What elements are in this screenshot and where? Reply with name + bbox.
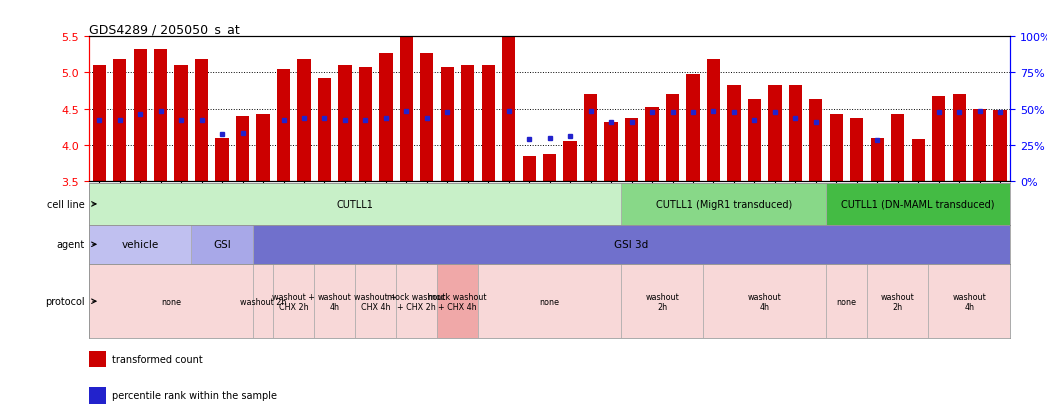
Text: agent: agent bbox=[57, 240, 85, 250]
Bar bbox=[297, 60, 311, 182]
Text: GSI: GSI bbox=[214, 240, 231, 250]
Bar bbox=[318, 78, 331, 182]
Bar bbox=[257, 114, 270, 182]
Bar bbox=[89, 225, 192, 264]
Bar bbox=[563, 142, 577, 182]
Bar bbox=[704, 264, 826, 339]
Bar bbox=[707, 60, 720, 182]
Text: none: none bbox=[161, 297, 181, 306]
Bar bbox=[461, 66, 474, 182]
Bar bbox=[666, 95, 680, 182]
Bar bbox=[396, 264, 437, 339]
Bar bbox=[314, 264, 355, 339]
Text: GSI 3d: GSI 3d bbox=[615, 240, 649, 250]
Bar bbox=[379, 54, 393, 182]
Bar bbox=[768, 85, 781, 182]
Text: none: none bbox=[539, 297, 560, 306]
Bar bbox=[621, 264, 704, 339]
Bar bbox=[809, 100, 823, 182]
Bar bbox=[338, 66, 352, 182]
Bar bbox=[604, 122, 618, 182]
Text: mock washout
+ CHX 4h: mock washout + CHX 4h bbox=[428, 292, 487, 311]
Text: washout +
CHX 2h: washout + CHX 2h bbox=[272, 292, 315, 311]
Bar bbox=[503, 36, 515, 182]
Bar bbox=[584, 95, 597, 182]
Bar bbox=[252, 264, 273, 339]
Text: washout
4h: washout 4h bbox=[953, 292, 986, 311]
Bar bbox=[134, 50, 147, 182]
Bar bbox=[355, 264, 396, 339]
Text: cell line: cell line bbox=[47, 199, 85, 209]
Bar bbox=[829, 114, 843, 182]
Text: none: none bbox=[837, 297, 856, 306]
Text: CUTLL1 (DN-MAML transduced): CUTLL1 (DN-MAML transduced) bbox=[842, 199, 995, 209]
Bar bbox=[276, 70, 290, 182]
Bar bbox=[867, 264, 929, 339]
Text: washout
4h: washout 4h bbox=[318, 292, 352, 311]
Bar bbox=[192, 225, 252, 264]
Text: CUTLL1: CUTLL1 bbox=[337, 199, 374, 209]
Text: washout
2h: washout 2h bbox=[645, 292, 680, 311]
Text: percentile rank within the sample: percentile rank within the sample bbox=[112, 390, 277, 400]
Bar bbox=[437, 264, 478, 339]
Bar bbox=[441, 68, 454, 182]
Bar bbox=[216, 138, 228, 182]
Bar bbox=[543, 155, 556, 182]
Bar bbox=[89, 264, 252, 339]
Bar bbox=[420, 54, 433, 182]
Text: washout 2h: washout 2h bbox=[240, 297, 286, 306]
Bar bbox=[175, 66, 187, 182]
Bar bbox=[273, 264, 314, 339]
Text: GDS4289 / 205050_s_at: GDS4289 / 205050_s_at bbox=[89, 23, 240, 36]
Text: transformed count: transformed count bbox=[112, 354, 203, 363]
Bar bbox=[788, 85, 802, 182]
Bar bbox=[625, 119, 639, 182]
Text: CUTLL1 (MigR1 transduced): CUTLL1 (MigR1 transduced) bbox=[655, 199, 792, 209]
Bar bbox=[89, 184, 621, 225]
Bar bbox=[154, 50, 168, 182]
Bar bbox=[359, 68, 372, 182]
Text: mock washout
+ CHX 2h: mock washout + CHX 2h bbox=[387, 292, 446, 311]
Bar bbox=[478, 264, 621, 339]
Text: protocol: protocol bbox=[45, 297, 85, 306]
Bar bbox=[871, 138, 884, 182]
Bar bbox=[89, 351, 106, 367]
Bar bbox=[522, 157, 536, 182]
Text: washout
4h: washout 4h bbox=[748, 292, 781, 311]
Bar bbox=[687, 75, 699, 182]
Bar bbox=[912, 140, 925, 182]
Bar bbox=[929, 264, 1010, 339]
Text: vehicle: vehicle bbox=[121, 240, 159, 250]
Bar bbox=[826, 264, 867, 339]
Bar bbox=[113, 60, 127, 182]
Bar bbox=[891, 114, 905, 182]
Bar bbox=[89, 387, 106, 404]
Bar bbox=[748, 100, 761, 182]
Bar bbox=[236, 116, 249, 182]
Bar bbox=[195, 60, 208, 182]
Bar bbox=[953, 95, 965, 182]
Bar bbox=[92, 66, 106, 182]
Text: washout
2h: washout 2h bbox=[881, 292, 915, 311]
Bar bbox=[400, 36, 413, 182]
Bar bbox=[252, 225, 1010, 264]
Bar bbox=[621, 184, 826, 225]
Bar bbox=[826, 184, 1010, 225]
Bar bbox=[994, 111, 1007, 182]
Bar bbox=[645, 108, 659, 182]
Bar bbox=[932, 97, 945, 182]
Bar bbox=[850, 119, 864, 182]
Bar bbox=[482, 66, 495, 182]
Text: washout +
CHX 4h: washout + CHX 4h bbox=[354, 292, 397, 311]
Bar bbox=[728, 85, 740, 182]
Bar bbox=[973, 109, 986, 182]
